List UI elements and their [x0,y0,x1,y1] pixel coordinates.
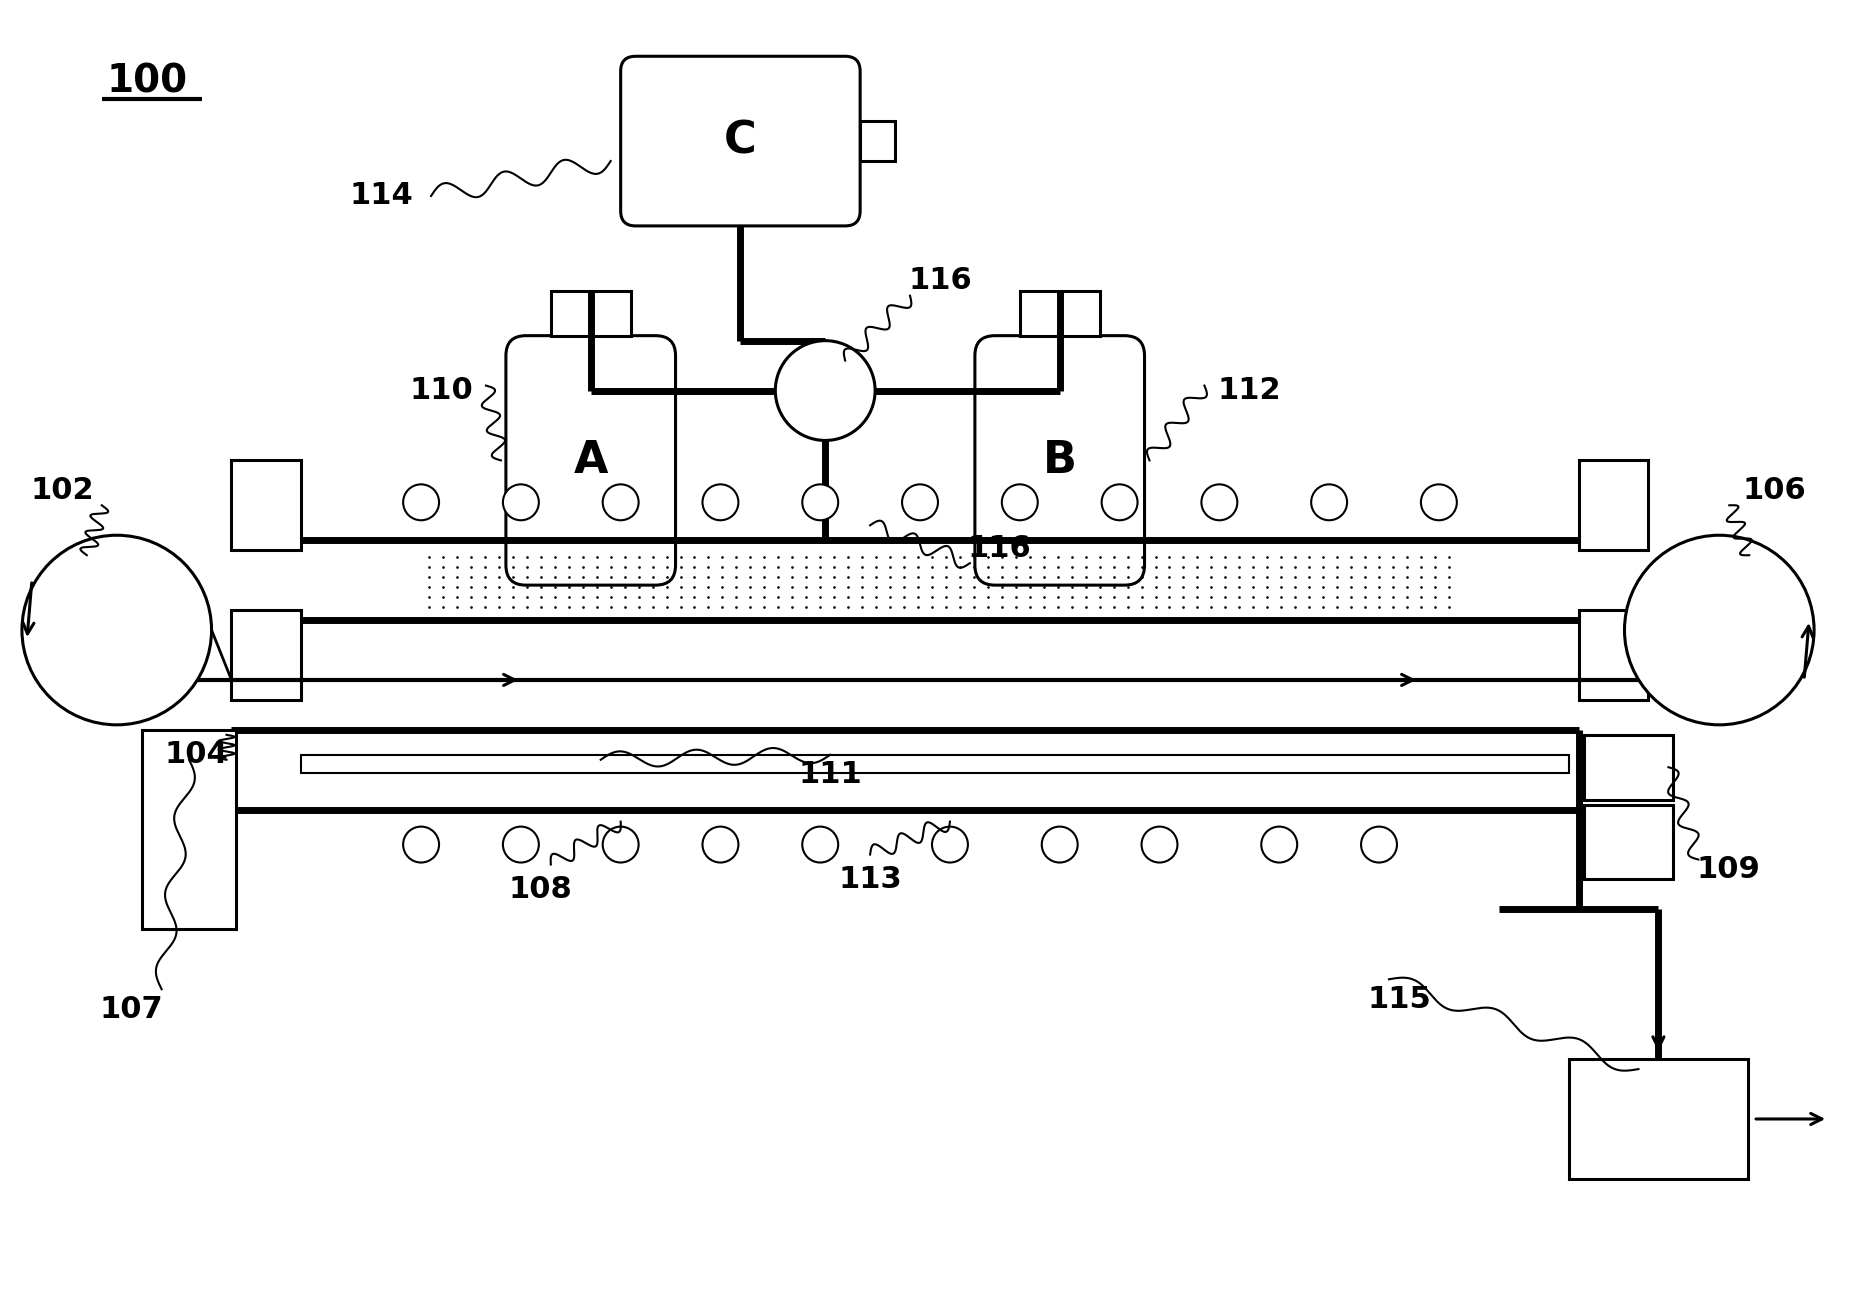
Circle shape [1625,535,1814,724]
Text: 107: 107 [100,995,163,1023]
Circle shape [703,485,739,521]
Text: 114: 114 [350,182,413,210]
Bar [1584,804,1673,879]
Text: 116: 116 [909,267,972,295]
Circle shape [1142,826,1177,862]
Circle shape [703,826,739,862]
Text: 110: 110 [409,376,472,405]
Bar [143,730,237,929]
Text: 106: 106 [1742,476,1807,505]
Circle shape [1311,485,1348,521]
Circle shape [1042,826,1077,862]
Circle shape [801,826,839,862]
Circle shape [1201,485,1236,521]
Circle shape [1261,826,1298,862]
Text: A: A [574,438,607,482]
FancyBboxPatch shape [505,335,676,585]
Circle shape [503,826,539,862]
Bar [861,121,896,161]
Text: 113: 113 [839,865,901,895]
Circle shape [1001,485,1038,521]
Text: 104: 104 [165,740,228,770]
FancyBboxPatch shape [620,57,861,226]
Text: 109: 109 [1696,855,1760,884]
Text: 112: 112 [1218,376,1281,405]
Text: B: B [1042,438,1077,482]
Circle shape [404,485,439,521]
Circle shape [503,485,539,521]
Circle shape [1360,826,1398,862]
Circle shape [801,485,839,521]
Circle shape [404,826,439,862]
Circle shape [1422,485,1457,521]
Circle shape [603,485,639,521]
Circle shape [1101,485,1138,521]
FancyBboxPatch shape [975,335,1144,585]
Text: 116: 116 [968,534,1031,563]
Circle shape [603,826,639,862]
Text: 100: 100 [107,62,189,101]
Circle shape [933,826,968,862]
Circle shape [776,340,876,441]
Bar [552,291,631,335]
Bar [231,610,302,700]
Bar [1579,460,1649,550]
Bar [1579,610,1649,700]
Bar [1568,1060,1747,1179]
Text: C: C [724,120,757,162]
Text: 111: 111 [798,761,863,789]
Bar [1020,291,1099,335]
Text: 108: 108 [509,875,572,904]
Bar [1584,735,1673,799]
Bar [231,460,302,550]
Circle shape [901,485,938,521]
Circle shape [22,535,211,724]
Text: 102: 102 [30,476,94,505]
Text: 115: 115 [1368,985,1431,1013]
Bar [302,755,1568,772]
